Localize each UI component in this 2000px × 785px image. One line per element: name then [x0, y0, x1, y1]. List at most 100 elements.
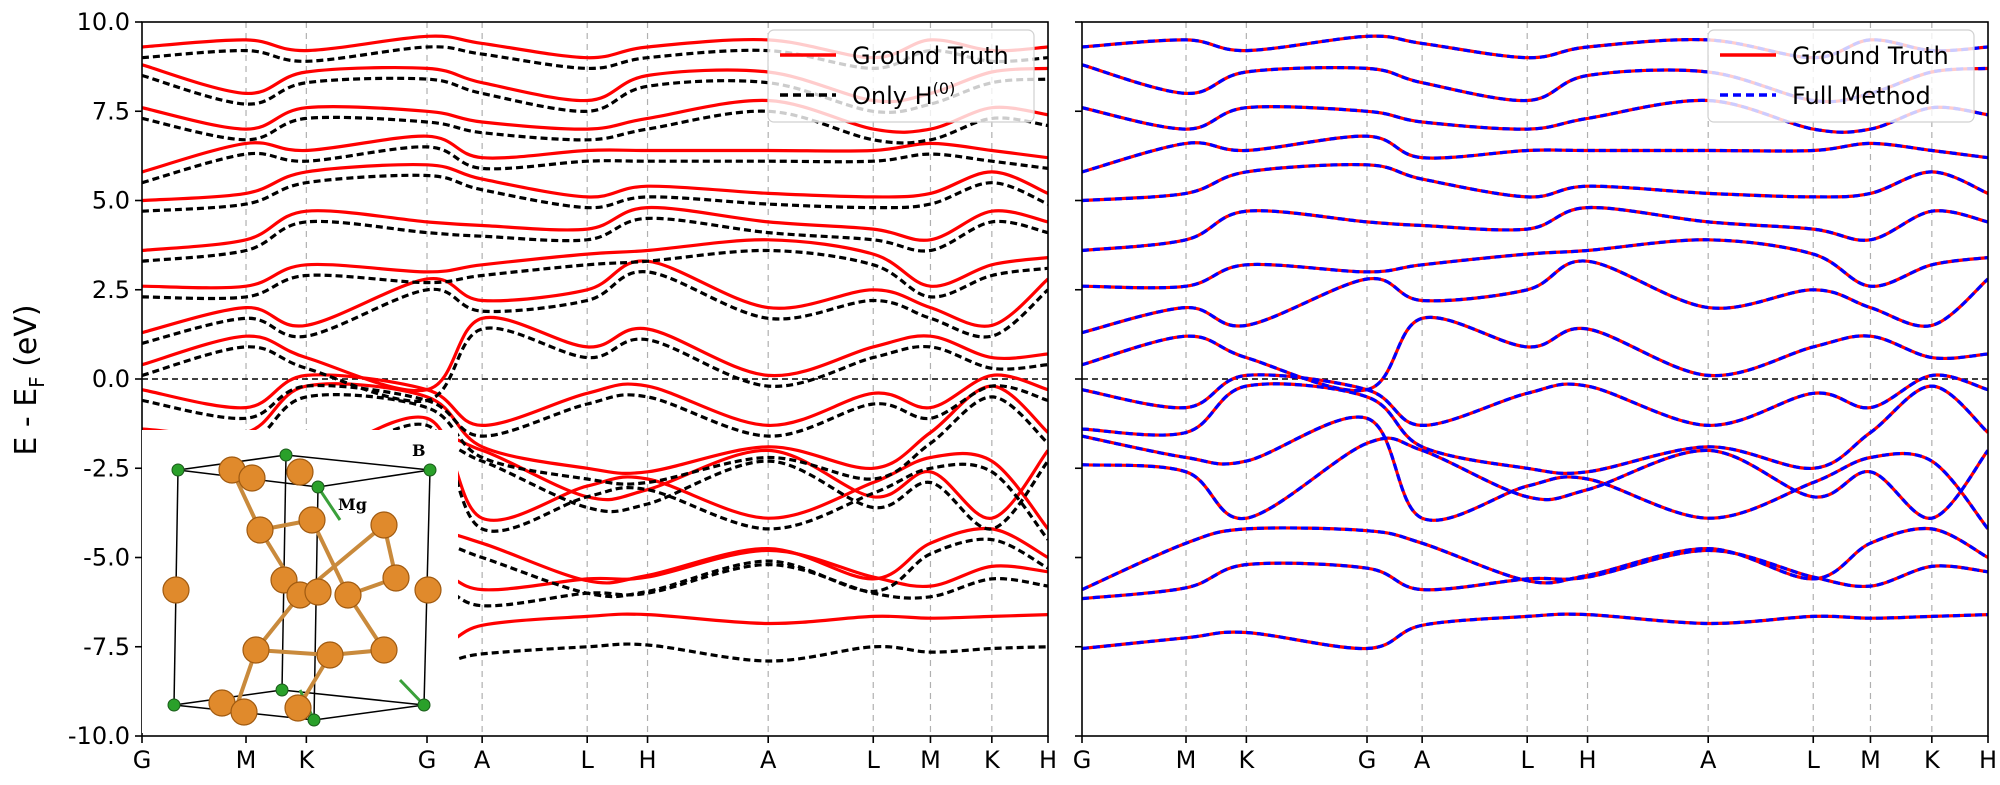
left-band-ground-truth [142, 98, 1048, 134]
left-xtick-label: G [133, 746, 152, 774]
left-xtick-label: H [639, 746, 657, 774]
right-xtick-label: A [1414, 746, 1431, 774]
b-atom-4 [311, 480, 325, 494]
left-xtick-label: K [298, 746, 315, 774]
left-xtick-label: M [236, 746, 257, 774]
right-band-full-method [1082, 373, 1988, 428]
right-band-ground-truth [1082, 382, 1988, 475]
mg-atom-11 [334, 581, 362, 609]
right-xtick-label: G [1358, 746, 1377, 774]
left-band-ground-truth [142, 162, 1048, 203]
left-legend: Ground Truth Only H(0) [767, 29, 1035, 123]
right-xtick-label: L [1521, 746, 1535, 774]
left-band-only-h0 [142, 383, 1048, 438]
right-xtick-label: K [1238, 746, 1255, 774]
right-band-full-method [1082, 382, 1988, 475]
left-bands [142, 34, 1048, 665]
mg-atom-16 [370, 636, 398, 664]
left-band-only-h0 [142, 145, 1048, 185]
left-legend-only-h0-text: Only H [852, 82, 933, 110]
right-y-ticks [1075, 21, 1082, 737]
right-band-full-method [1082, 259, 1988, 335]
left-legend-box [767, 29, 1035, 123]
left-y-ticks: 10.0 7.5 5.0 2.5 0.0 -2.5 -5.0 -7.5 -10.0 [68, 8, 142, 750]
left-band-ground-truth [142, 205, 1048, 253]
right-bands [1082, 34, 1988, 651]
inset-label-b: B [412, 441, 426, 460]
right-legend-full-method-label: Full Method [1792, 82, 1931, 110]
mg-atom-18 [230, 698, 258, 726]
left-xtick-label: M [920, 746, 941, 774]
right-band-full-method [1082, 205, 1988, 253]
left-band-ground-truth [142, 259, 1048, 335]
left-panel: 10.0 7.5 5.0 2.5 0.0 -2.5 -5.0 -7.5 -10.0 G M K G A L… [68, 8, 1057, 774]
mg-atom-3 [286, 458, 314, 486]
left-xtick-label: L [581, 746, 595, 774]
right-band-ground-truth [1082, 373, 1988, 428]
right-band-full-method [1082, 415, 1988, 530]
right-legend-box [1707, 29, 1975, 123]
y-axis-label: E - EF (eV) [9, 304, 49, 455]
ytick-label: 10.0 [77, 8, 130, 36]
mg-atom-13 [414, 576, 442, 604]
y-axis-label-main: E - E [9, 388, 44, 456]
right-xtick-label: A [1700, 746, 1717, 774]
left-legend-ground-truth-label: Ground Truth [852, 42, 1009, 70]
left-band-ground-truth [142, 134, 1048, 174]
right-band-full-method [1082, 98, 1988, 134]
right-band-full-method [1082, 612, 1988, 651]
mg-atom-19 [284, 694, 312, 722]
right-band-ground-truth [1082, 612, 1988, 651]
ytick-label: -7.5 [83, 633, 130, 661]
right-band-ground-truth [1082, 415, 1988, 530]
mg-atoms [162, 456, 442, 726]
b-atom-8 [307, 713, 321, 727]
b-atom-7 [417, 698, 431, 712]
right-band-full-method [1082, 526, 1988, 592]
b-atom-1 [171, 463, 185, 477]
left-band-only-h0 [142, 270, 1048, 345]
mg-atom-4 [246, 516, 274, 544]
left-xtick-label: H [1039, 746, 1057, 774]
left-band-only-h0 [142, 248, 1048, 301]
ytick-label: 7.5 [92, 97, 130, 125]
right-legend-ground-truth-label: Ground Truth [1792, 42, 1949, 70]
mg-atom-14 [242, 636, 270, 664]
left-xtick-label: A [760, 746, 777, 774]
right-band-full-method [1082, 162, 1988, 203]
mg-atom-7 [162, 576, 190, 604]
right-xtick-label: L [1807, 746, 1821, 774]
right-legend: Ground Truth Full Method [1707, 29, 1975, 123]
left-legend-only-h0-label: Only H(0) [852, 79, 955, 110]
left-band-only-h0 [142, 216, 1048, 263]
right-band-ground-truth [1082, 134, 1988, 174]
mg-atom-15 [316, 641, 344, 669]
mg-bond-3 [310, 519, 350, 596]
right-band-full-method [1082, 238, 1988, 290]
ytick-label: 0.0 [92, 365, 130, 393]
mg-atom-12 [382, 564, 410, 592]
ytick-label: -2.5 [83, 454, 130, 482]
right-xtick-label: M [1176, 746, 1197, 774]
left-band-only-h0 [142, 393, 1048, 486]
y-axis-label-tail: (eV) [9, 304, 44, 376]
left-band-ground-truth [142, 315, 1048, 393]
right-band-full-method [1082, 436, 1988, 521]
y-axis-label-sub: F [25, 376, 49, 388]
bond-1 [316, 486, 342, 521]
left-band-only-h0 [142, 109, 1048, 145]
ytick-label: -10.0 [68, 722, 130, 750]
right-band-full-method [1082, 134, 1988, 174]
inset-label-mg: Mg [338, 495, 367, 514]
mg-atom-10 [304, 578, 332, 606]
b-atom-6 [275, 683, 289, 697]
mg-atom-6 [370, 511, 398, 539]
b-atoms [167, 448, 437, 727]
right-xtick-label: M [1860, 746, 1881, 774]
right-xtick-label: K [1924, 746, 1941, 774]
crystal-structure-inset: B Mg [142, 430, 458, 733]
b-atom-2 [279, 448, 293, 462]
